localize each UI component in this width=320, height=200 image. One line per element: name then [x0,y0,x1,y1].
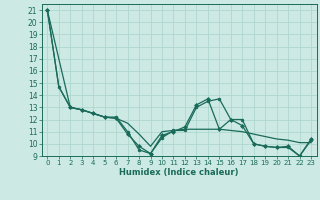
X-axis label: Humidex (Indice chaleur): Humidex (Indice chaleur) [119,168,239,177]
